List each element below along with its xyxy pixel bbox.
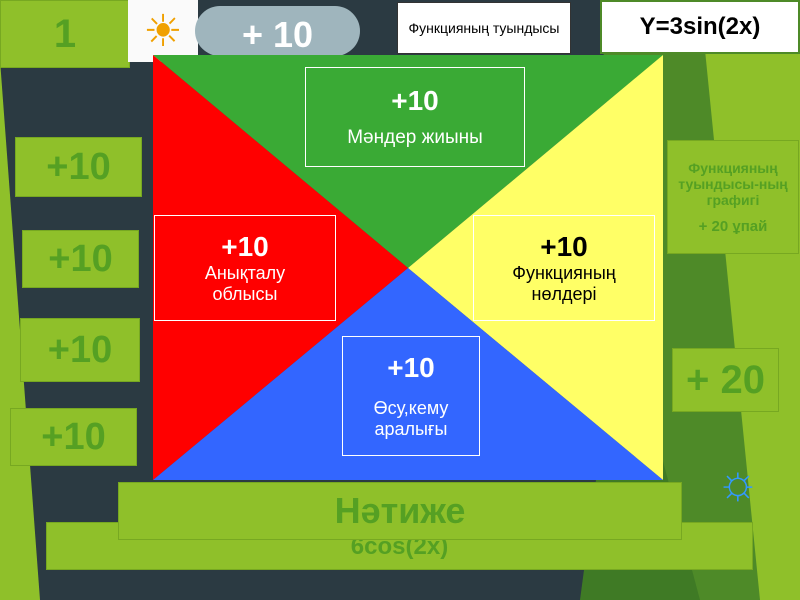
task-monotonic[interactable]: +10 Өсу,кему аралығы (342, 336, 480, 456)
triangle-top[interactable] (153, 55, 663, 268)
triangle-right[interactable] (408, 55, 663, 480)
graph-task-points: + 20 ұпай (698, 217, 768, 235)
task-range-label: Мәндер жиыны (347, 127, 483, 148)
blue-sun-icon: ☼ (716, 456, 760, 509)
task-range-points: +10 (391, 85, 439, 116)
graph-task-label: Функцияның туындысы-ның графигі (678, 159, 788, 208)
sun-icon: ☀ (128, 0, 198, 62)
result-button[interactable]: Нәтиже (118, 482, 682, 540)
function-box: Y=3sin(2x) (600, 0, 800, 54)
task-zeros[interactable]: +10 Функцияның нөлдері (473, 215, 655, 321)
score-box-4[interactable]: +10 (10, 408, 137, 466)
topic-box: Функцияның туындысы (397, 2, 571, 54)
task-monotonic-points: +10 (387, 352, 435, 383)
task-domain[interactable]: +10 Анықталу облысы (154, 215, 336, 321)
task-monotonic-label: Өсу,кему аралығы (373, 398, 449, 439)
score-box-2[interactable]: +10 (22, 230, 139, 288)
score-box-3[interactable]: +10 (20, 318, 140, 382)
right-score-box[interactable]: + 20 (672, 348, 779, 412)
cloud-score: + 10 (195, 6, 360, 56)
task-domain-label: Анықталу облысы (204, 263, 286, 304)
score-box-1[interactable]: +10 (15, 137, 142, 197)
slide-number: 1 (0, 0, 130, 68)
task-zeros-label: Функцияның нөлдері (512, 263, 616, 304)
cloud-label: + 10 (241, 14, 314, 55)
triangle-left[interactable] (153, 55, 408, 480)
task-zeros-points: +10 (540, 231, 588, 262)
triangle-board (153, 55, 663, 480)
task-domain-points: +10 (221, 231, 269, 262)
triangle-bottom[interactable] (153, 268, 663, 480)
task-range[interactable]: +10 Мәндер жиыны (305, 67, 525, 167)
graph-task-box[interactable]: Функцияның туындысы-ның графигі + 20 ұпа… (667, 140, 799, 254)
